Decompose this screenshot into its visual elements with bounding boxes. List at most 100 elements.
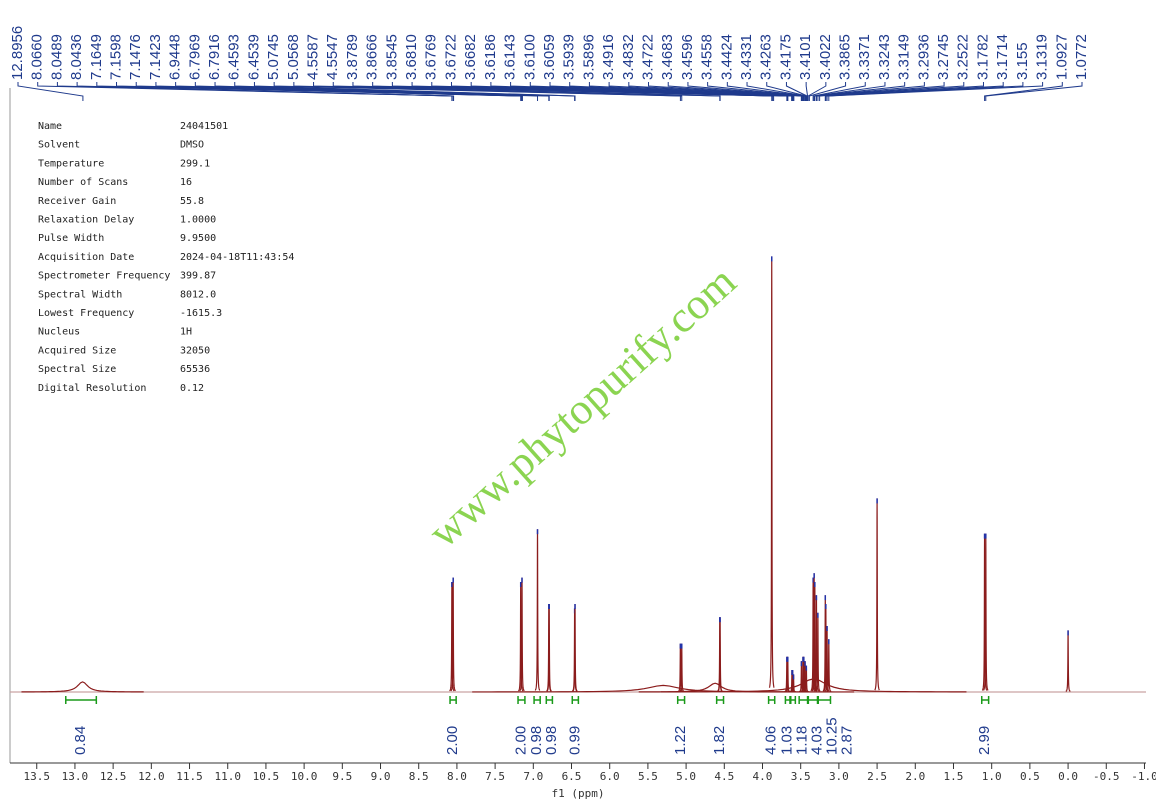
x-tick-label: 6.0 bbox=[600, 770, 620, 783]
peak bbox=[21, 681, 144, 693]
integral-bracket bbox=[571, 696, 580, 704]
integral-bracket bbox=[798, 696, 809, 704]
peak-label-connector bbox=[293, 82, 683, 101]
peak-label-connector bbox=[766, 82, 807, 101]
peak-label: 3.4722 bbox=[639, 34, 656, 80]
x-tick-label: 5.0 bbox=[676, 770, 696, 783]
integral-bracket bbox=[65, 696, 98, 704]
x-tick-label: 4.5 bbox=[714, 770, 734, 783]
integral-label: 1.18 bbox=[794, 726, 811, 755]
integral-bracket bbox=[784, 696, 791, 704]
peak-label: 3.4175 bbox=[777, 34, 794, 80]
param-name: Receiver Gain bbox=[38, 196, 116, 207]
peak-label: 3.6100 bbox=[521, 34, 538, 80]
x-tick-label: 3.5 bbox=[791, 770, 811, 783]
integral-bracket bbox=[817, 696, 832, 704]
peak-label-connector bbox=[116, 82, 522, 101]
peak-label: 1.0927 bbox=[1053, 34, 1070, 80]
peak-label: 3.4331 bbox=[738, 34, 755, 80]
peak-label-connector bbox=[707, 82, 805, 101]
x-tick-label: 3.0 bbox=[829, 770, 849, 783]
peak-label: 3.2745 bbox=[935, 34, 952, 80]
peak-label-connector bbox=[628, 82, 803, 101]
x-tick-label: 1.5 bbox=[944, 770, 964, 783]
param-name: Nucleus bbox=[38, 327, 80, 338]
x-tick-label: 12.5 bbox=[100, 770, 127, 783]
x-tick-label: 10.5 bbox=[253, 770, 280, 783]
param-value: 299.1 bbox=[180, 158, 210, 169]
x-tick-label: 0.0 bbox=[1058, 770, 1078, 783]
integral-bracket bbox=[807, 696, 819, 704]
x-tick-label: 13.5 bbox=[23, 770, 50, 783]
x-tick-label: 4.0 bbox=[753, 770, 773, 783]
integral-bracket bbox=[767, 696, 776, 704]
integral-bracket bbox=[790, 696, 797, 704]
x-tick-label: 11.0 bbox=[214, 770, 241, 783]
peak-label-connector bbox=[608, 82, 802, 101]
integral-label: 0.98 bbox=[543, 726, 560, 755]
peak-label: 6.4593 bbox=[226, 34, 243, 80]
peak-label: 3.8789 bbox=[344, 34, 361, 80]
peak-label-connector bbox=[805, 82, 809, 101]
integral-bracket bbox=[715, 696, 725, 704]
integral-bracket bbox=[545, 696, 554, 704]
peak-label: 8.0660 bbox=[29, 34, 46, 80]
integral-label: 2.87 bbox=[839, 726, 856, 755]
peak-label-connector bbox=[253, 82, 576, 101]
x-tick-label: 9.5 bbox=[332, 770, 352, 783]
peak-label: 3.5939 bbox=[561, 34, 578, 80]
param-name: Acquisition Date bbox=[38, 252, 134, 263]
peak-label: 1.0772 bbox=[1073, 34, 1090, 80]
peak-label: 3.2936 bbox=[915, 34, 932, 80]
param-value: DMSO bbox=[180, 140, 204, 151]
peak-label: 3.1782 bbox=[974, 34, 991, 80]
integral-label: 2.99 bbox=[976, 726, 993, 755]
integral-bracket bbox=[517, 696, 526, 704]
peak-label: 6.7969 bbox=[186, 34, 203, 80]
x-tick-label: 1.0 bbox=[982, 770, 1002, 783]
peak-label: 6.9448 bbox=[167, 34, 184, 80]
param-value: 1H bbox=[180, 327, 192, 338]
param-value: 24041501 bbox=[180, 121, 228, 132]
peak-label-connector bbox=[155, 82, 523, 101]
peak-label-connector bbox=[826, 82, 1024, 101]
integral-label: 0.98 bbox=[528, 726, 545, 755]
peak bbox=[717, 617, 723, 692]
x-tick-label: 9.0 bbox=[371, 770, 391, 783]
peak-label: 3.2522 bbox=[955, 34, 972, 80]
x-tick-label: 13.0 bbox=[62, 770, 89, 783]
x-tick-label: 8.0 bbox=[447, 770, 467, 783]
peak-label: 3.4916 bbox=[600, 34, 617, 80]
peak-label-connector bbox=[135, 82, 523, 101]
peak-label: 7.1476 bbox=[127, 34, 144, 80]
x-axis-label: f1 (ppm) bbox=[552, 787, 605, 800]
param-value: 1.0000 bbox=[180, 215, 216, 226]
peak-label: 3.4424 bbox=[718, 34, 735, 80]
peak bbox=[572, 603, 578, 692]
peak-label-connector bbox=[817, 82, 945, 101]
peak-label: 3.8666 bbox=[364, 34, 381, 80]
param-value: 8012.0 bbox=[180, 289, 216, 300]
peak-label: 4.5587 bbox=[305, 34, 322, 80]
peak-label-connector bbox=[588, 82, 795, 101]
x-tick-label: 8.5 bbox=[409, 770, 429, 783]
integral-bracket bbox=[533, 696, 541, 704]
param-name: Solvent bbox=[38, 140, 80, 151]
param-value: 65536 bbox=[180, 364, 210, 375]
peak-label-connector bbox=[807, 82, 827, 101]
peak-label: 3.155 bbox=[1014, 42, 1031, 80]
peak-label: 3.6059 bbox=[541, 34, 558, 80]
peak-label: 7.1649 bbox=[88, 34, 105, 80]
peak-label: 3.6186 bbox=[482, 34, 499, 80]
param-name: Spectrometer Frequency bbox=[38, 271, 170, 282]
param-name: Lowest Frequency bbox=[38, 308, 134, 319]
peak-label-connector bbox=[828, 82, 1044, 101]
integral-label: 1.22 bbox=[672, 726, 689, 755]
peak-label: 3.4558 bbox=[699, 34, 716, 80]
param-name: Relaxation Delay bbox=[38, 215, 134, 226]
peak-label: 3.6769 bbox=[423, 34, 440, 80]
peak-label: 3.4022 bbox=[817, 34, 834, 80]
x-tick-label: 7.5 bbox=[485, 770, 505, 783]
integral-label: 0.84 bbox=[72, 726, 89, 755]
